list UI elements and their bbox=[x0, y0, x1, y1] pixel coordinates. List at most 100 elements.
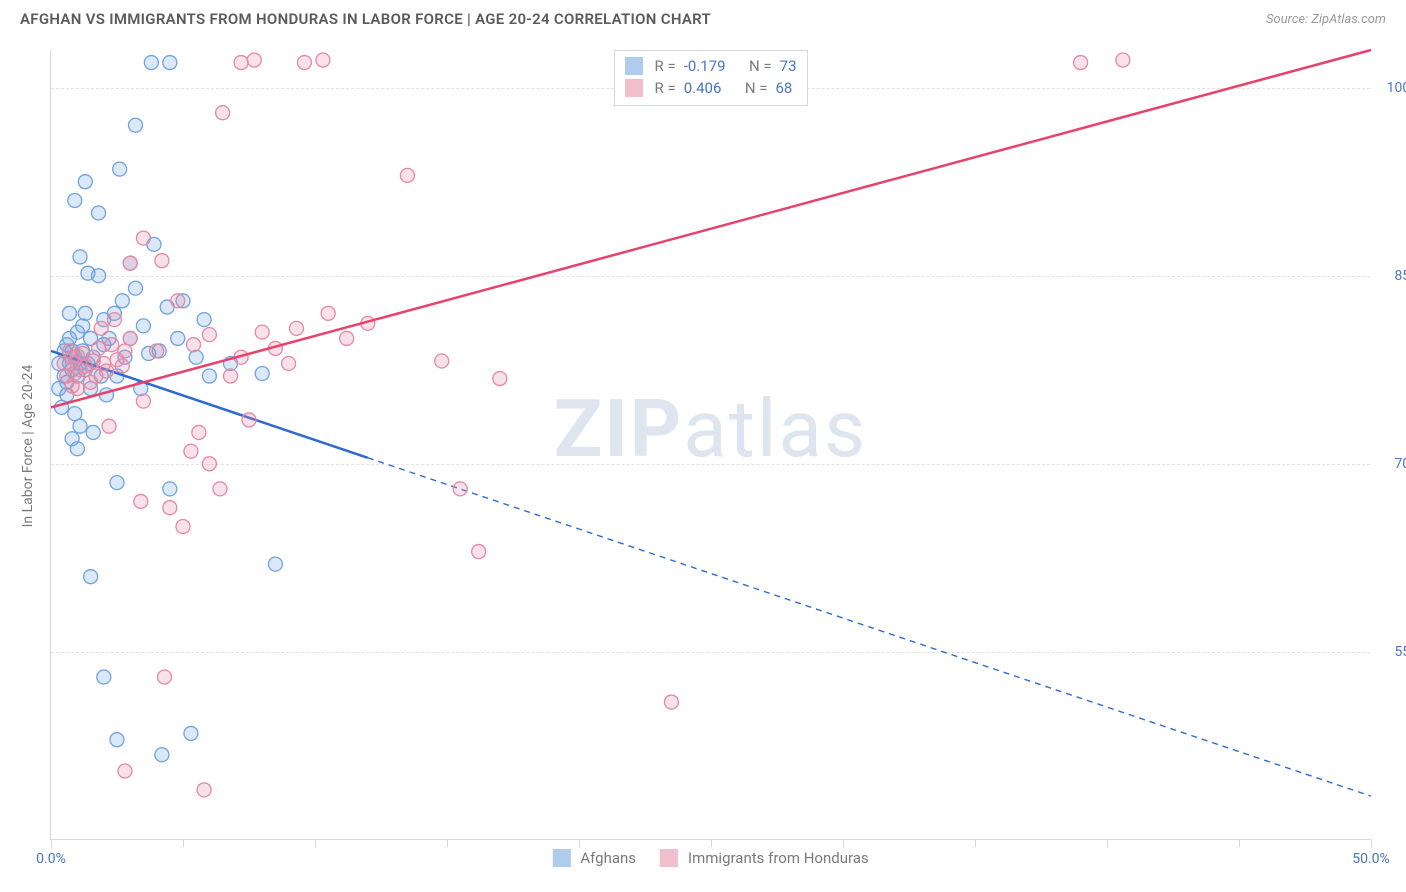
scatter-point-afghans bbox=[97, 670, 111, 684]
scatter-point-honduras bbox=[290, 321, 304, 335]
scatter-point-honduras bbox=[472, 545, 486, 559]
scatter-point-honduras bbox=[107, 313, 121, 327]
scatter-point-afghans bbox=[81, 266, 95, 280]
scatter-point-honduras bbox=[192, 425, 206, 439]
scatter-point-honduras bbox=[99, 364, 113, 378]
scatter-point-honduras bbox=[184, 444, 198, 458]
n-value-afghans: 73 bbox=[780, 57, 797, 75]
scatter-point-honduras bbox=[247, 53, 261, 67]
scatter-point-honduras bbox=[92, 341, 106, 355]
scatter-point-honduras bbox=[453, 482, 467, 496]
r-value-afghans: -0.179 bbox=[684, 57, 726, 75]
scatter-point-afghans bbox=[184, 726, 198, 740]
legend-item-honduras: Immigrants from Honduras bbox=[660, 849, 869, 867]
scatter-point-honduras bbox=[155, 254, 169, 268]
scatter-point-honduras bbox=[118, 764, 132, 778]
scatter-point-honduras bbox=[123, 256, 137, 270]
chart-title: AFGHAN VS IMMIGRANTS FROM HONDURAS IN LA… bbox=[20, 10, 711, 28]
scatter-point-afghans bbox=[84, 570, 98, 584]
scatter-point-afghans bbox=[115, 294, 129, 308]
legend-label-honduras: Immigrants from Honduras bbox=[688, 849, 869, 867]
scatter-point-honduras bbox=[316, 53, 330, 67]
scatter-point-afghans bbox=[202, 369, 216, 383]
scatter-point-afghans bbox=[62, 306, 76, 320]
r-label: R = bbox=[654, 57, 675, 75]
scatter-point-honduras bbox=[202, 457, 216, 471]
scatter-point-afghans bbox=[73, 250, 87, 264]
scatter-point-afghans bbox=[155, 748, 169, 762]
scatter-point-honduras bbox=[1116, 53, 1130, 67]
scatter-point-honduras bbox=[134, 494, 148, 508]
scatter-point-honduras bbox=[242, 413, 256, 427]
x-tick bbox=[1107, 839, 1108, 847]
chart-svg bbox=[51, 50, 1370, 839]
scatter-point-afghans bbox=[110, 733, 124, 747]
x-tick bbox=[579, 839, 580, 847]
scatter-point-honduras bbox=[187, 338, 201, 352]
scatter-point-honduras bbox=[224, 369, 238, 383]
scatter-point-afghans bbox=[189, 350, 203, 364]
scatter-point-afghans bbox=[76, 319, 90, 333]
x-tick bbox=[51, 839, 52, 847]
legend: Afghans Immigrants from Honduras bbox=[552, 849, 868, 867]
n-label: N = bbox=[749, 57, 772, 75]
y-tick-label: 70.0% bbox=[1394, 456, 1406, 472]
y-tick-label: 55.0% bbox=[1394, 644, 1406, 660]
x-tick-label: 50.0% bbox=[1352, 851, 1390, 867]
scatter-point-honduras bbox=[282, 356, 296, 370]
scatter-point-afghans bbox=[171, 331, 185, 345]
scatter-point-honduras bbox=[493, 372, 507, 386]
r-value-honduras: 0.406 bbox=[684, 79, 722, 97]
scatter-point-honduras bbox=[400, 168, 414, 182]
r-label: R = bbox=[654, 79, 675, 97]
x-tick bbox=[315, 839, 316, 847]
plot-area: ZIPatlas 55.0%70.0%85.0%100.0% 0.0%50.0%… bbox=[50, 50, 1370, 840]
scatter-point-afghans bbox=[92, 206, 106, 220]
scatter-point-honduras bbox=[171, 294, 185, 308]
scatter-point-honduras bbox=[163, 501, 177, 515]
scatter-point-afghans bbox=[144, 56, 158, 70]
scatter-point-honduras bbox=[115, 359, 129, 373]
scatter-point-honduras bbox=[321, 306, 335, 320]
x-tick bbox=[1239, 839, 1240, 847]
legend-label-afghans: Afghans bbox=[580, 849, 636, 867]
y-tick-label: 85.0% bbox=[1394, 268, 1406, 284]
scatter-point-afghans bbox=[113, 162, 127, 176]
x-tick bbox=[975, 839, 976, 847]
scatter-point-honduras bbox=[176, 520, 190, 534]
scatter-point-afghans bbox=[78, 306, 92, 320]
n-value-honduras: 68 bbox=[775, 79, 792, 97]
swatch-afghans bbox=[552, 849, 570, 867]
scatter-point-honduras bbox=[105, 338, 119, 352]
source-attribution: Source: ZipAtlas.com bbox=[1266, 12, 1386, 27]
scatter-point-honduras bbox=[197, 783, 211, 797]
x-tick-label: 0.0% bbox=[36, 851, 66, 867]
y-tick-label: 100.0% bbox=[1387, 80, 1406, 96]
x-tick bbox=[843, 839, 844, 847]
scatter-point-afghans bbox=[68, 193, 82, 207]
scatter-point-honduras bbox=[150, 344, 164, 358]
scatter-point-honduras bbox=[123, 331, 137, 345]
scatter-point-afghans bbox=[78, 175, 92, 189]
scatter-point-afghans bbox=[73, 419, 87, 433]
scatter-point-honduras bbox=[435, 354, 449, 368]
scatter-point-afghans bbox=[163, 482, 177, 496]
swatch-honduras bbox=[624, 79, 642, 97]
scatter-point-afghans bbox=[128, 281, 142, 295]
trend-line-afghans-ext bbox=[368, 458, 1371, 796]
scatter-point-honduras bbox=[255, 325, 269, 339]
scatter-point-honduras bbox=[1074, 56, 1088, 70]
scatter-point-afghans bbox=[86, 425, 100, 439]
correlation-stats-box: R = -0.179 N = 73 R = 0.406 N = 68 bbox=[613, 50, 807, 106]
scatter-point-honduras bbox=[158, 670, 172, 684]
scatter-point-afghans bbox=[197, 313, 211, 327]
x-tick bbox=[711, 839, 712, 847]
scatter-point-honduras bbox=[297, 56, 311, 70]
scatter-point-afghans bbox=[268, 557, 282, 571]
scatter-point-honduras bbox=[234, 56, 248, 70]
swatch-afghans bbox=[624, 57, 642, 75]
scatter-point-honduras bbox=[213, 482, 227, 496]
scatter-point-afghans bbox=[136, 319, 150, 333]
scatter-point-afghans bbox=[163, 56, 177, 70]
scatter-point-afghans bbox=[110, 476, 124, 490]
